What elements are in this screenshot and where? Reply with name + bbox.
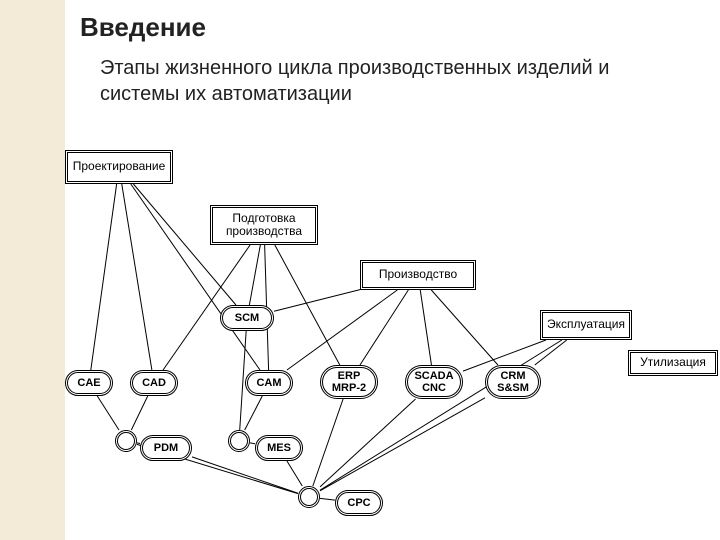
edge bbox=[97, 396, 119, 430]
node-j1 bbox=[115, 430, 137, 452]
edge bbox=[192, 457, 298, 493]
edge bbox=[420, 290, 431, 365]
node-erp: ERPMRP-2 bbox=[320, 365, 378, 399]
node-j2 bbox=[228, 430, 250, 452]
node-util: Утилизация bbox=[628, 350, 718, 376]
edge bbox=[122, 184, 152, 370]
node-crm: CRMS&SM bbox=[485, 365, 541, 399]
edge bbox=[91, 184, 117, 370]
edge bbox=[360, 290, 408, 365]
edge bbox=[431, 290, 498, 365]
edge bbox=[320, 399, 416, 487]
node-pdm: PDM bbox=[140, 435, 192, 461]
node-prod: Производство bbox=[360, 260, 476, 290]
node-mes: MES bbox=[255, 435, 303, 461]
node-cpc: CPC bbox=[335, 490, 383, 516]
node-exploit: Эксплуатация bbox=[540, 310, 632, 340]
node-j3 bbox=[298, 486, 320, 508]
edge bbox=[287, 290, 397, 370]
edge bbox=[320, 398, 485, 491]
edge bbox=[274, 290, 360, 312]
edge bbox=[249, 245, 260, 305]
node-scada: SCADACNC bbox=[405, 365, 463, 399]
node-prep: Подготовкапроизводства bbox=[210, 205, 318, 245]
edge bbox=[275, 245, 340, 365]
node-cad: CAD bbox=[130, 370, 178, 396]
edge bbox=[535, 340, 567, 365]
node-design: Проектирование bbox=[65, 150, 173, 184]
edge bbox=[245, 396, 263, 430]
edge bbox=[320, 340, 562, 490]
edge bbox=[287, 461, 302, 486]
edge bbox=[131, 396, 147, 430]
node-cae: CAE bbox=[65, 370, 113, 396]
node-scm: SCM bbox=[220, 305, 274, 331]
edge bbox=[250, 443, 255, 444]
edge bbox=[313, 399, 343, 486]
node-cam: CAM bbox=[245, 370, 293, 396]
edge bbox=[320, 498, 335, 500]
